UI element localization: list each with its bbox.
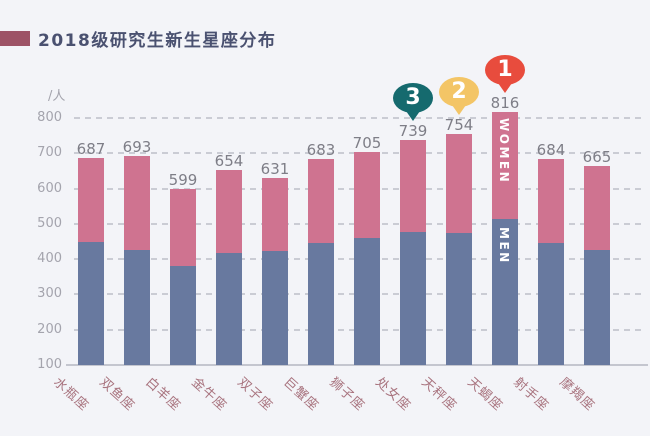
women-segment [308,159,334,243]
stacked-bar-11 [538,158,564,365]
x-axis-line [66,364,648,366]
stacked-bar-8 [400,139,426,365]
stacked-bar-9 [446,134,472,365]
bar-value-label: 693 [122,137,152,156]
badge-tail [406,110,420,121]
page-title: 2018级研究生新生星座分布 [38,31,277,51]
x-tick-label: 双鱼座 [96,374,138,415]
bar-value-label: 754 [444,116,474,135]
y-tick-label: 200 [37,321,62,337]
x-tick-label: 天蝎座 [464,374,506,415]
women-segment [354,151,380,238]
x-tick-label: 巨蟹座 [280,374,322,415]
women-in-bar-label: WOMEN [497,118,511,185]
women-segment [400,139,426,232]
y-tick-label: 500 [37,215,62,231]
bar-value-label: 665 [582,147,612,166]
stacked-bar-1 [78,157,104,365]
stacked-bar-4 [216,169,242,365]
men-segment [216,252,242,365]
women-segment [216,169,242,253]
y-axis-unit-label: /人 [48,89,66,104]
y-tick-label: 400 [37,251,62,267]
women-segment [124,155,150,251]
stacked-bar-2 [124,155,150,365]
x-tick-label: 水瓶座 [50,374,92,415]
women-segment [262,177,288,251]
men-segment [354,237,380,365]
bar-value-label: 683 [306,141,336,160]
badge-number: 1 [497,57,513,83]
men-segment [124,250,150,365]
women-segment [492,112,518,219]
badge-tail [452,105,466,116]
women-segment [584,165,610,251]
y-tick-label: 600 [37,180,62,196]
bar-value-label: 599 [168,170,198,189]
title-marker [0,31,30,46]
y-tick-label: 100 [37,357,62,372]
x-tick-label: 天秤座 [418,374,460,415]
stacked-bar-12 [584,165,610,365]
x-tick-label: 双子座 [234,374,276,415]
badge-number: 3 [405,84,421,110]
men-in-bar-label: MEN [497,226,511,265]
badge-bubble: 3 [393,82,433,113]
bar-value-label: 816 [490,94,520,113]
men-segment [308,242,334,365]
men-segment [262,250,288,365]
women-segment [170,188,196,267]
men-segment [446,233,472,365]
bar-value-label: 739 [398,121,428,140]
men-segment [400,231,426,365]
x-tick-label: 金牛座 [188,374,230,415]
women-segment [538,158,564,243]
gridline [74,117,642,119]
x-tick-label: 处女座 [372,374,414,415]
men-segment [538,242,564,365]
x-tick-label: 狮子座 [326,374,368,415]
bar-value-label: 654 [214,151,244,170]
rank-badge-3: 3 [393,82,433,123]
women-segment [78,157,104,243]
men-segment [492,218,518,365]
stacked-bar-10 [492,112,518,365]
women-segment [446,134,472,234]
badge-tail [498,83,512,94]
bar-value-label: 687 [76,139,106,158]
x-tick-label: 摩羯座 [556,374,598,415]
stacked-bar-7 [354,151,380,365]
stacked-bar-6 [308,159,334,365]
badge-bubble: 2 [439,77,479,108]
x-tick-label: 白羊座 [142,374,184,415]
x-tick-label: 射手座 [510,374,552,415]
rank-badge-1: 1 [485,55,525,95]
badge-bubble: 1 [485,55,525,86]
stacked-bar-5 [262,177,288,365]
y-tick-label: 800 [37,110,62,125]
men-segment [78,242,104,365]
rank-badge-2: 2 [439,77,479,117]
stacked-bar-3 [170,188,196,365]
men-segment [170,266,196,365]
y-tick-label: 300 [37,286,62,302]
bar-value-label: 631 [260,159,290,178]
men-segment [584,250,610,365]
bar-value-label: 684 [536,140,566,159]
badge-number: 2 [451,79,467,105]
y-tick-label: 700 [37,145,62,161]
bar-value-label: 705 [352,133,382,152]
